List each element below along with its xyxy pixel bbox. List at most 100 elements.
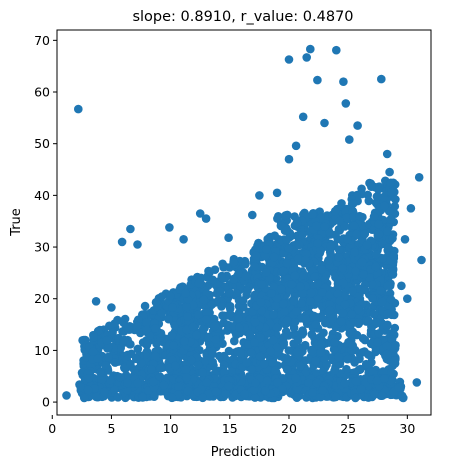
scatter-point: [234, 314, 243, 323]
scatter-point: [352, 330, 362, 340]
scatter-point: [181, 365, 191, 375]
scatter-point: [181, 289, 190, 298]
scatter-point: [110, 358, 120, 367]
plot-frame: [56, 29, 432, 416]
scatter-point: [355, 354, 364, 364]
scatter-point: [307, 330, 317, 339]
y-tick-label: 30: [34, 240, 50, 255]
scatter-point: [106, 375, 115, 385]
scatter-point: [391, 195, 400, 204]
scatter-point: [347, 310, 357, 319]
scatter-point: [193, 310, 203, 320]
scatter-point: [282, 235, 292, 245]
scatter-point: [277, 384, 287, 393]
scatter-point: [211, 335, 221, 345]
scatter-point: [138, 392, 147, 402]
scatter-point: [357, 257, 367, 267]
scatter-point: [335, 216, 344, 226]
scatter-point: [313, 75, 322, 85]
scatter-point: [126, 224, 135, 234]
scatter-point: [234, 269, 243, 279]
scatter-point: [246, 348, 256, 357]
scatter-point: [110, 319, 119, 328]
scatter-point: [282, 316, 292, 325]
scatter-point: [362, 240, 372, 250]
x-tick-label: 0: [48, 421, 56, 436]
scatter-point: [202, 308, 211, 317]
scatter-point: [266, 346, 275, 356]
scatter-point: [250, 318, 260, 327]
scatter-point: [287, 280, 297, 289]
scatter-point: [207, 300, 217, 309]
scatter-point: [124, 325, 133, 334]
x-tick-label: 10: [163, 421, 179, 436]
scatter-point: [412, 378, 422, 387]
scatter-point: [364, 316, 373, 325]
scatter-point: [390, 356, 400, 365]
scatter-point: [290, 212, 299, 221]
scatter-point: [256, 333, 265, 343]
scatter-point: [182, 373, 192, 382]
scatter-point: [342, 213, 351, 223]
scatter-point: [297, 299, 306, 308]
scatter-point: [218, 311, 227, 320]
scatter-point: [91, 297, 101, 306]
scatter-point: [383, 226, 392, 236]
scatter-point: [406, 204, 416, 213]
scatter-point: [148, 377, 158, 387]
scatter-point: [348, 341, 358, 350]
scatter-point: [250, 262, 259, 271]
scatter-point: [147, 364, 156, 374]
scatter-point: [333, 289, 343, 299]
scatter-point: [170, 321, 179, 330]
scatter-point: [208, 275, 218, 285]
scatter-point: [350, 247, 359, 257]
scatter-point: [338, 309, 348, 318]
scatter-point: [268, 335, 278, 345]
scatter-point: [330, 338, 340, 347]
scatter-point: [301, 255, 310, 265]
scatter-point: [360, 285, 370, 295]
scatter-point: [216, 286, 225, 296]
scatter-point: [116, 373, 125, 382]
scatter-point: [198, 368, 207, 377]
scatter-point: [284, 154, 294, 164]
scatter-point: [373, 338, 382, 347]
scatter-point: [340, 222, 350, 231]
scatter-point: [311, 320, 321, 329]
scatter-point: [242, 358, 251, 367]
scatter-point: [382, 321, 392, 331]
scatter-point: [379, 374, 389, 383]
scatter-point: [183, 386, 193, 396]
plot-area: [62, 44, 426, 403]
scatter-point: [251, 251, 261, 261]
scatter-point: [325, 305, 335, 315]
scatter-point: [329, 345, 339, 354]
scatter-point: [251, 245, 260, 254]
scatter-point: [388, 270, 398, 279]
scatter-point: [351, 393, 360, 403]
scatter-point: [229, 257, 238, 267]
scatter-point: [208, 357, 217, 367]
scatter-point: [88, 347, 98, 357]
scatter-point: [182, 325, 191, 335]
scatter-point: [377, 74, 386, 84]
scatter-point: [374, 229, 384, 239]
scatter-point: [188, 300, 198, 310]
scatter-point: [382, 349, 392, 359]
scatter-point: [241, 260, 250, 269]
scatter-point: [261, 268, 271, 277]
scatter-point: [276, 284, 286, 294]
scatter-point: [382, 149, 392, 159]
scatter-point: [338, 278, 348, 288]
scatter-point: [372, 318, 382, 328]
scatter-point: [394, 383, 404, 392]
scatter-point: [290, 271, 300, 281]
scatter-point: [157, 308, 166, 318]
scatter-point: [371, 250, 381, 259]
scatter-point: [312, 378, 322, 388]
scatter-point: [259, 359, 269, 369]
scatter-point: [293, 254, 303, 263]
scatter-point: [221, 389, 231, 399]
scatter-point: [309, 311, 319, 321]
